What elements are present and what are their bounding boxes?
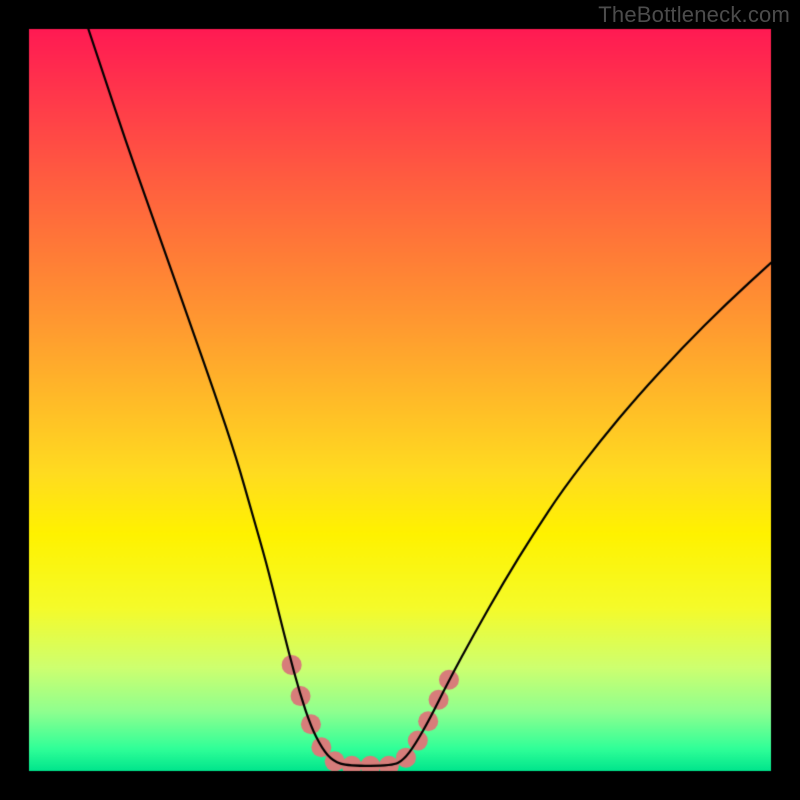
chart-stage: TheBottleneck.com [0,0,800,800]
bottleneck-curve-chart [0,0,800,800]
watermark-text: TheBottleneck.com [598,2,790,28]
